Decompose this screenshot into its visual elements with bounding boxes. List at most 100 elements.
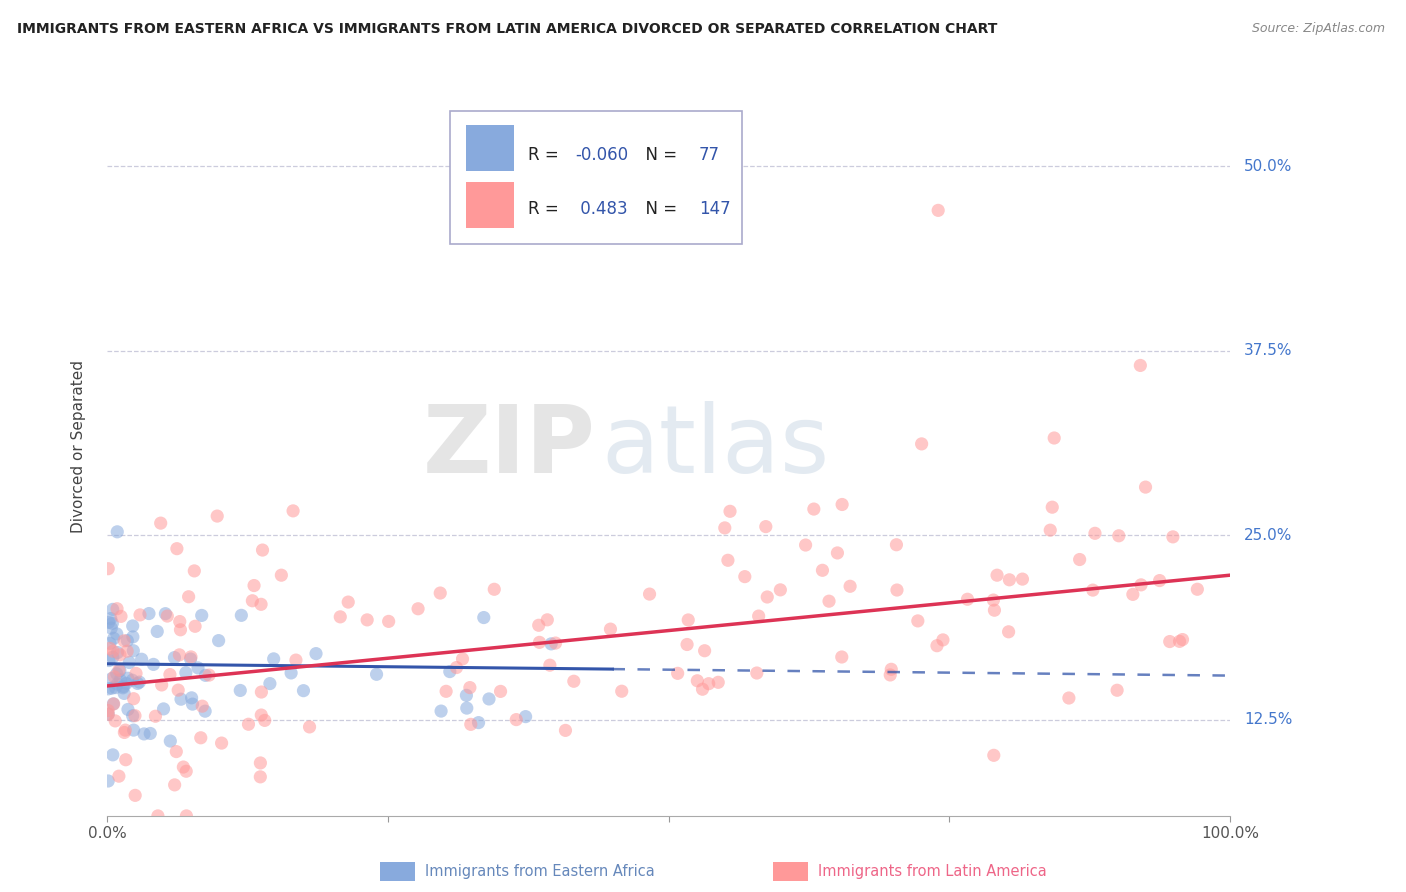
- Point: [886, 538, 908, 552]
- Point: [983, 603, 1005, 617]
- Point: [146, 624, 169, 639]
- Point: [165, 745, 187, 759]
- Point: [356, 613, 378, 627]
- Point: [280, 665, 302, 680]
- Point: [97, 774, 120, 789]
- Point: [249, 770, 271, 784]
- Point: [121, 619, 143, 633]
- Point: [292, 683, 315, 698]
- FancyBboxPatch shape: [450, 111, 741, 244]
- Point: [1043, 431, 1066, 445]
- Point: [238, 717, 260, 731]
- Point: [562, 674, 585, 689]
- Point: [101, 681, 124, 696]
- Point: [1159, 634, 1181, 648]
- Point: [122, 630, 145, 644]
- Point: [142, 657, 165, 672]
- Point: [169, 623, 191, 637]
- Point: [1135, 480, 1157, 494]
- Point: [124, 708, 146, 723]
- Point: [1171, 632, 1194, 647]
- Point: [121, 708, 143, 723]
- Point: [505, 713, 527, 727]
- Point: [98, 641, 121, 656]
- Point: [231, 608, 253, 623]
- Point: [122, 723, 145, 738]
- Point: [187, 661, 209, 675]
- Point: [489, 684, 512, 698]
- Point: [956, 592, 979, 607]
- Point: [152, 702, 174, 716]
- Point: [190, 731, 212, 745]
- Point: [831, 650, 853, 665]
- Point: [676, 638, 699, 652]
- Point: [107, 646, 129, 660]
- Point: [472, 610, 495, 624]
- Point: [366, 667, 388, 681]
- Point: [198, 668, 221, 682]
- Point: [100, 621, 122, 635]
- Point: [194, 704, 217, 718]
- Point: [174, 764, 197, 779]
- Point: [101, 644, 124, 658]
- Point: [1129, 359, 1152, 373]
- Point: [818, 594, 841, 608]
- Point: [446, 660, 468, 674]
- Point: [1108, 529, 1130, 543]
- Point: [281, 504, 304, 518]
- Text: Source: ZipAtlas.com: Source: ZipAtlas.com: [1251, 22, 1385, 36]
- Point: [1122, 587, 1144, 601]
- Point: [907, 614, 929, 628]
- Point: [131, 652, 153, 666]
- Point: [139, 726, 162, 740]
- Point: [997, 624, 1019, 639]
- Text: 0.483: 0.483: [575, 200, 628, 218]
- Point: [150, 678, 173, 692]
- Point: [827, 546, 849, 560]
- Point: [756, 590, 779, 604]
- Point: [159, 667, 181, 681]
- Point: [169, 648, 191, 662]
- Point: [745, 666, 768, 681]
- Point: [298, 720, 321, 734]
- Point: [163, 650, 186, 665]
- Point: [191, 699, 214, 714]
- Point: [156, 609, 179, 624]
- Point: [839, 579, 862, 593]
- Point: [1161, 530, 1184, 544]
- Point: [174, 665, 197, 680]
- Point: [460, 717, 482, 731]
- Point: [127, 676, 149, 690]
- Text: R =: R =: [529, 146, 564, 164]
- Point: [927, 203, 949, 218]
- Text: 25.0%: 25.0%: [1244, 528, 1292, 543]
- Point: [1149, 574, 1171, 588]
- Point: [529, 635, 551, 649]
- Point: [697, 676, 720, 690]
- Point: [117, 702, 139, 716]
- Text: 50.0%: 50.0%: [1244, 159, 1292, 174]
- Point: [97, 707, 120, 722]
- Point: [932, 632, 955, 647]
- Point: [599, 622, 621, 636]
- Point: [128, 675, 150, 690]
- Point: [1069, 552, 1091, 566]
- Point: [439, 665, 461, 679]
- Point: [1057, 691, 1080, 706]
- Point: [115, 644, 138, 658]
- Point: [910, 437, 932, 451]
- Text: IMMIGRANTS FROM EASTERN AFRICA VS IMMIGRANTS FROM LATIN AMERICA DIVORCED OR SEPA: IMMIGRANTS FROM EASTERN AFRICA VS IMMIGR…: [17, 22, 997, 37]
- Point: [686, 673, 709, 688]
- Point: [676, 613, 699, 627]
- Point: [692, 682, 714, 697]
- Point: [1168, 634, 1191, 648]
- Point: [170, 692, 193, 706]
- Point: [536, 613, 558, 627]
- Point: [253, 714, 276, 728]
- Point: [406, 601, 429, 615]
- Point: [1084, 526, 1107, 541]
- Point: [205, 509, 228, 524]
- Point: [117, 633, 139, 648]
- Point: [1187, 582, 1209, 597]
- Point: [284, 653, 307, 667]
